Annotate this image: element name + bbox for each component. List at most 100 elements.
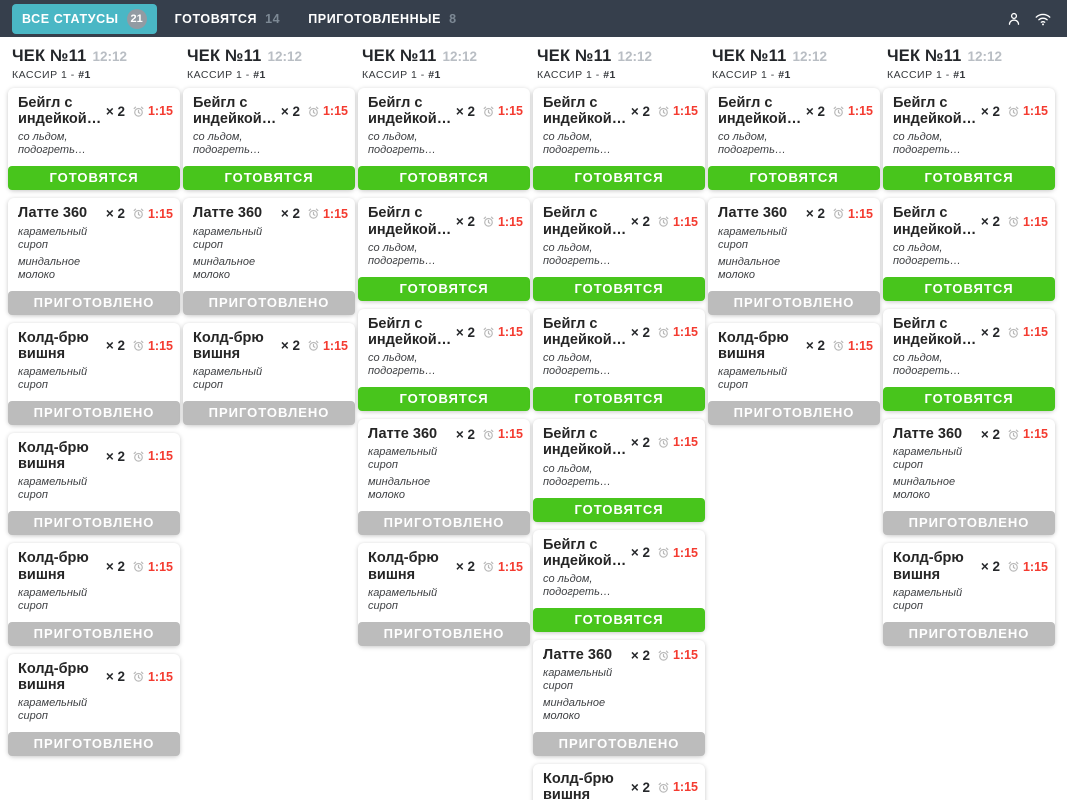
item-status-button[interactable]: ПРИГОТОВЛЕНО — [183, 290, 355, 315]
item-timer-value: 1:15 — [672, 435, 698, 450]
item-modifier: со льдом, подогреть… — [543, 573, 611, 599]
item-status-button[interactable]: ПРИГОТОВЛЕНО — [8, 621, 180, 646]
item-name: Колд-брю вишня — [893, 550, 964, 583]
user-icon[interactable] — [1005, 10, 1023, 28]
order-item-body: Латте 360 × 2 1:15 карамельный сироп минд… — [533, 640, 705, 732]
item-modifier: миндальное молоко — [18, 255, 81, 281]
alarm-clock-icon — [308, 208, 319, 219]
item-timer: 1:15 — [132, 104, 173, 118]
order-column: ЧЕК №11 12:12 КАССИР 1 - #1 Бейгл с инде… — [8, 44, 180, 764]
alarm-clock-icon — [658, 437, 669, 448]
item-status-button[interactable]: ГОТОВЯТСЯ — [708, 166, 880, 191]
item-timer-value: 1:15 — [1022, 427, 1048, 442]
item-status-button[interactable]: ГОТОВЯТСЯ — [183, 166, 355, 191]
item-status-button[interactable]: ПРИГОТОВЛЕНО — [358, 621, 530, 646]
order-item-body: Колд-брю вишня × 2 1:15 карамельный сиро… — [8, 323, 180, 401]
item-quantity: × 2 — [280, 103, 300, 119]
item-modifier: со льдом, подогреть… — [368, 131, 436, 157]
item-name: Бейгл с индейкой… — [368, 315, 452, 349]
order-item-top-row: Колд-брю вишня × 2 1:15 — [193, 330, 348, 362]
item-status-button[interactable]: ПРИГОТОВЛЕНО — [708, 290, 880, 315]
order-item-top-row: Латте 360 × 2 1:15 — [368, 426, 523, 442]
item-status-button[interactable]: ГОТОВЯТСЯ — [8, 166, 180, 191]
item-timer-value: 1:15 — [147, 104, 173, 119]
item-modifier: со льдом, подогреть… — [368, 241, 436, 267]
check-time: 12:12 — [792, 49, 828, 64]
item-timer-value: 1:15 — [497, 559, 523, 574]
item-quantity: × 2 — [105, 559, 125, 575]
tab-preparing-label: ГОТОВЯТСЯ — [174, 11, 258, 26]
order-item-card: Бейгл с индейкой… × 2 1:15 со льдом, под… — [533, 529, 705, 633]
item-quantity: × 2 — [980, 324, 1000, 340]
order-item-top-row: Колд-брю вишня × 2 1:15 — [18, 440, 173, 472]
order-item-top-row: Бейгл с индейкой… × 2 1:15 — [193, 95, 348, 127]
item-quantity: × 2 — [455, 559, 475, 575]
item-status-button[interactable]: ПРИГОТОВЛЕНО — [533, 732, 705, 757]
order-items: Бейгл с индейкой… × 2 1:15 со льдом, под… — [533, 88, 705, 800]
order-item-body: Бейгл с индейкой… × 2 1:15 со льдом, под… — [883, 309, 1055, 387]
item-name: Бейгл с индейкой… — [368, 95, 452, 128]
item-timer-value: 1:15 — [1022, 325, 1048, 340]
item-status-button[interactable]: ГОТОВЯТСЯ — [533, 166, 705, 191]
item-status-button[interactable]: ГОТОВЯТСЯ — [883, 276, 1055, 301]
cashier-label: КАССИР 1 - #1 — [887, 69, 1053, 81]
item-modifier: со льдом, подогреть… — [193, 131, 261, 157]
item-status-button[interactable]: ГОТОВЯТСЯ — [533, 276, 705, 301]
item-timer: 1:15 — [1007, 104, 1048, 118]
item-status-button[interactable]: ГОТОВЯТСЯ — [533, 497, 705, 522]
item-modifier: карамельный сироп — [18, 365, 88, 391]
item-status-button[interactable]: ГОТОВЯТСЯ — [358, 387, 530, 412]
item-name: Латте 360 — [893, 426, 963, 443]
item-name: Бейгл с индейкой… — [718, 95, 802, 128]
item-status-button[interactable]: ПРИГОТОВЛЕНО — [8, 290, 180, 315]
order-item-card: Колд-брю вишня × 2 1:15 карамельный сиро… — [533, 764, 705, 800]
item-timer-value: 1:15 — [847, 338, 873, 353]
item-status-button[interactable]: ГОТОВЯТСЯ — [533, 608, 705, 633]
order-item-top-row: Бейгл с индейкой… × 2 1:15 — [543, 95, 698, 127]
item-status-button[interactable]: ГОТОВЯТСЯ — [358, 276, 530, 301]
order-item-top-row: Латте 360 × 2 1:15 — [718, 205, 873, 221]
item-status-button[interactable]: ГОТОВЯТСЯ — [883, 387, 1055, 412]
check-time: 12:12 — [442, 49, 478, 64]
item-quantity: × 2 — [805, 338, 825, 354]
cashier-name: КАССИР 1 - — [537, 69, 604, 81]
item-modifier: со льдом, подогреть… — [368, 352, 436, 378]
tab-prepared[interactable]: ПРИГОТОВЛЕННЫЕ 8 — [298, 7, 466, 31]
item-timer: 1:15 — [657, 780, 698, 794]
order-item-body: Бейгл с индейкой… × 2 1:15 со льдом, под… — [533, 198, 705, 276]
alarm-clock-icon — [133, 106, 144, 117]
item-timer: 1:15 — [482, 325, 523, 339]
item-name: Колд-брю вишня — [193, 329, 264, 362]
alarm-clock-icon — [658, 216, 669, 227]
order-item-body: Колд-брю вишня × 2 1:15 карамельный сиро… — [533, 764, 705, 800]
item-timer-value: 1:15 — [1022, 214, 1048, 229]
order-item-body: Латте 360 × 2 1:15 карамельный сироп минд… — [708, 198, 880, 290]
item-status-button[interactable]: ПРИГОТОВЛЕНО — [883, 511, 1055, 536]
item-status-button[interactable]: ПРИГОТОВЛЕНО — [883, 621, 1055, 646]
order-column: ЧЕК №11 12:12 КАССИР 1 - #1 Бейгл с инде… — [708, 44, 880, 433]
item-quantity: × 2 — [630, 324, 650, 340]
item-status-button[interactable]: ПРИГОТОВЛЕНО — [8, 511, 180, 536]
alarm-clock-icon — [658, 327, 669, 338]
item-quantity: × 2 — [630, 434, 650, 450]
order-header: ЧЕК №11 12:12 КАССИР 1 - #1 — [12, 47, 178, 81]
item-status-button[interactable]: ГОТОВЯТСЯ — [883, 166, 1055, 191]
cashier-name: КАССИР 1 - — [362, 69, 429, 81]
item-status-button[interactable]: ПРИГОТОВЛЕНО — [183, 400, 355, 425]
item-status-button[interactable]: ПРИГОТОВЛЕНО — [708, 400, 880, 425]
tab-all-statuses[interactable]: ВСЕ СТАТУСЫ 21 — [12, 3, 157, 34]
check-number: ЧЕК №11 — [12, 47, 87, 65]
item-status-button[interactable]: ГОТОВЯТСЯ — [533, 387, 705, 412]
cashier-name: КАССИР 1 - — [12, 69, 79, 81]
item-status-button[interactable]: ПРИГОТОВЛЕНО — [358, 511, 530, 536]
item-status-button[interactable]: ГОТОВЯТСЯ — [358, 166, 530, 191]
order-item-card: Колд-брю вишня × 2 1:15 карамельный сиро… — [8, 653, 180, 757]
tab-preparing[interactable]: ГОТОВЯТСЯ 14 — [165, 7, 291, 31]
order-items: Бейгл с индейкой… × 2 1:15 со льдом, под… — [183, 88, 355, 425]
alarm-clock-icon — [833, 208, 844, 219]
item-quantity: × 2 — [980, 426, 1000, 442]
item-status-button[interactable]: ПРИГОТОВЛЕНО — [8, 400, 180, 425]
item-status-button[interactable]: ПРИГОТОВЛЕНО — [8, 732, 180, 757]
cashier-station: #1 — [253, 69, 266, 81]
order-item-top-row: Латте 360 × 2 1:15 — [893, 426, 1048, 442]
